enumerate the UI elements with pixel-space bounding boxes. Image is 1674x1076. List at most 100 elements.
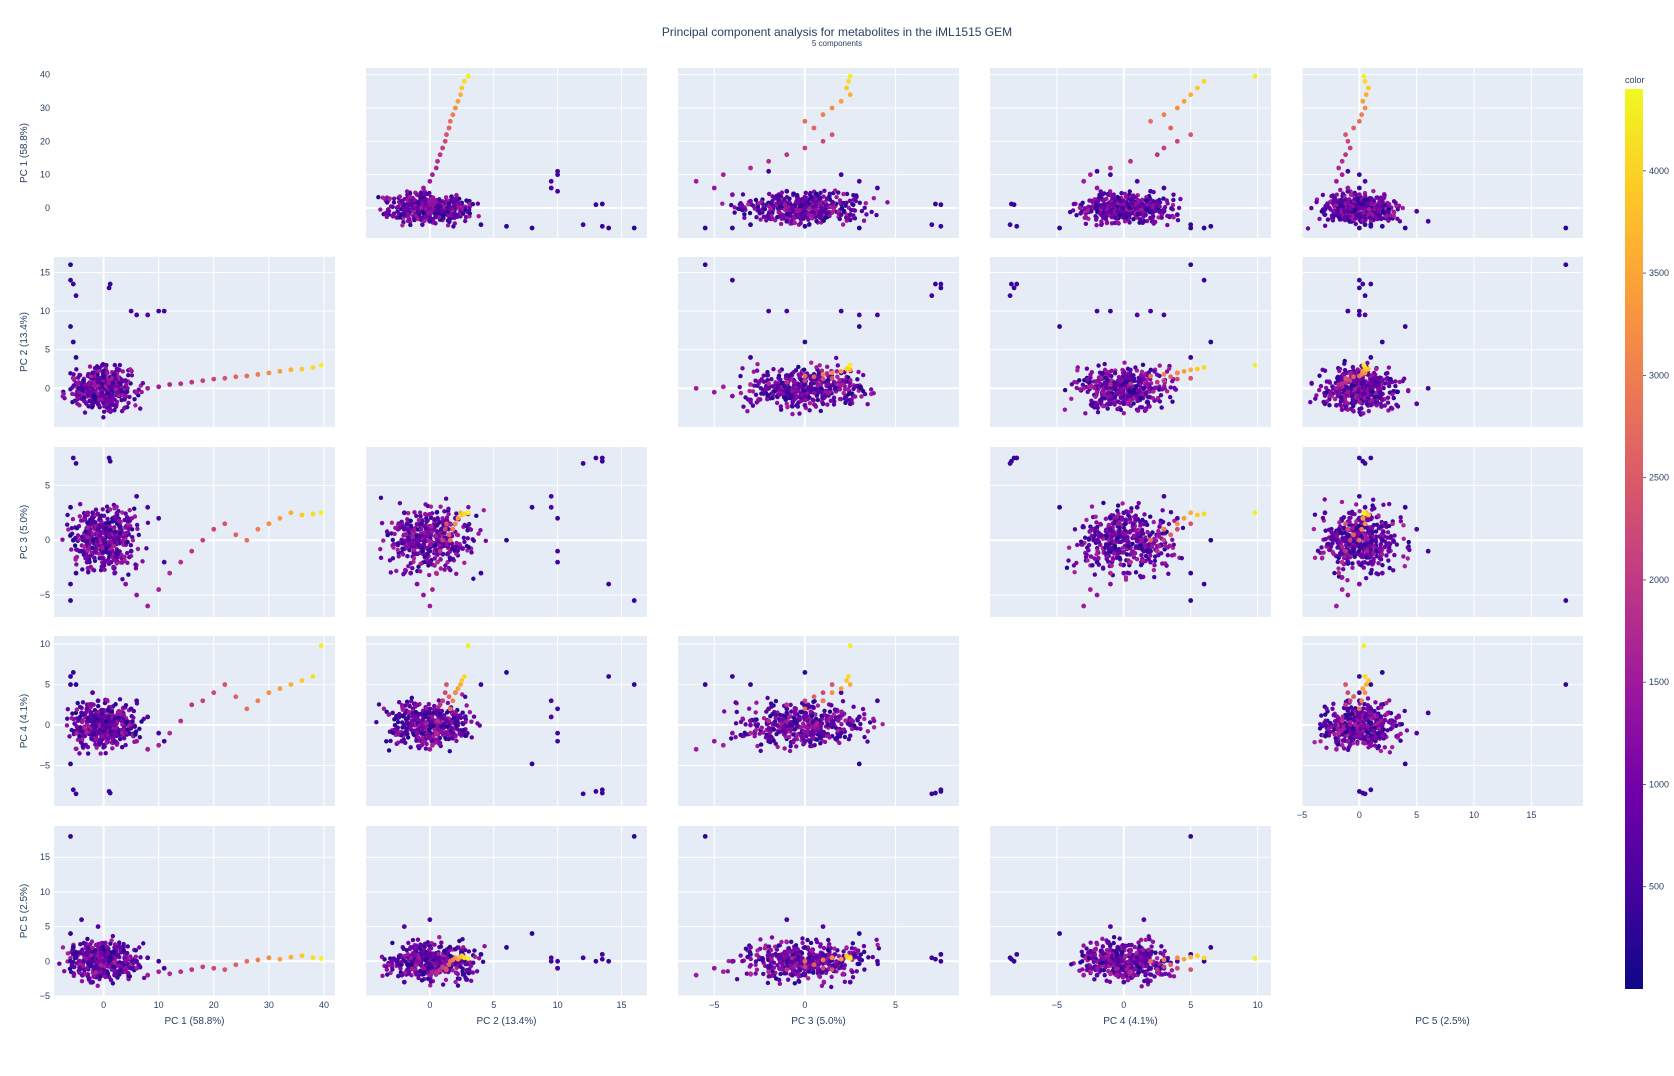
data-point (885, 200, 890, 205)
data-point (755, 361, 760, 367)
data-point (403, 538, 408, 543)
data-point (1153, 385, 1159, 390)
data-point (796, 364, 801, 370)
data-point (95, 526, 101, 532)
data-point (119, 552, 124, 558)
data-point (1160, 508, 1165, 513)
data-point (112, 525, 117, 530)
data-point (244, 373, 250, 379)
data-point (1119, 387, 1125, 392)
data-point (92, 555, 97, 560)
data-point (1345, 208, 1351, 214)
data-point (1089, 198, 1094, 204)
data-point (95, 401, 101, 407)
data-point (1174, 105, 1180, 111)
data-point (504, 223, 509, 229)
data-point (1090, 400, 1095, 406)
data-point (1348, 371, 1353, 376)
data-point (843, 400, 848, 406)
data-point (797, 374, 802, 380)
data-point (784, 218, 790, 224)
data-point (82, 544, 87, 550)
data-point (134, 493, 140, 499)
data-point (1087, 172, 1093, 178)
data-point (1348, 192, 1354, 198)
data-point (1152, 558, 1158, 564)
data-point (791, 385, 796, 390)
data-point (777, 392, 782, 397)
data-point (812, 403, 818, 408)
data-point (465, 510, 471, 516)
data-point (851, 192, 856, 198)
data-point (1154, 152, 1160, 158)
data-point (599, 201, 605, 207)
data-point (101, 393, 106, 399)
data-point (98, 568, 104, 573)
data-point (446, 125, 452, 131)
data-point (117, 362, 123, 368)
data-point (481, 508, 486, 513)
data-point (1352, 196, 1357, 201)
data-point (827, 191, 833, 196)
data-point (440, 213, 446, 218)
data-point (1381, 385, 1386, 391)
data-point (418, 205, 423, 211)
data-point (1337, 215, 1342, 220)
data-point (1111, 192, 1116, 197)
data-point (1338, 187, 1343, 193)
data-point (771, 367, 776, 372)
data-point (1171, 197, 1176, 203)
data-point (856, 369, 861, 375)
data-point (1368, 402, 1374, 408)
data-point (85, 520, 90, 525)
data-point (123, 525, 128, 530)
data-point (1084, 366, 1090, 371)
data-point (1168, 385, 1173, 390)
data-point (1359, 112, 1365, 118)
data-point (1083, 221, 1089, 227)
data-point (85, 525, 90, 530)
data-point (462, 560, 467, 565)
data-point (844, 379, 850, 384)
data-point (145, 312, 151, 318)
data-point (1347, 145, 1353, 151)
data-point (1161, 378, 1167, 384)
data-point (1148, 118, 1153, 124)
data-point (1163, 544, 1168, 549)
data-point (1137, 220, 1142, 225)
data-point (66, 527, 71, 532)
data-point (737, 384, 742, 390)
data-point (1397, 379, 1403, 385)
data-point (729, 225, 735, 231)
data-point (414, 521, 419, 527)
data-point (811, 398, 816, 403)
data-point (453, 105, 458, 111)
data-point (445, 209, 451, 215)
data-point (693, 385, 699, 391)
data-point (1188, 92, 1194, 98)
data-point (156, 587, 162, 592)
data-point (1118, 400, 1123, 405)
data-point (1379, 404, 1384, 409)
data-point (1138, 523, 1143, 528)
data-point (802, 118, 808, 124)
data-point (412, 547, 417, 553)
data-point (1168, 125, 1174, 131)
data-point (110, 518, 115, 524)
data-point (748, 222, 753, 228)
data-point (1346, 218, 1351, 223)
data-point (1343, 404, 1349, 409)
data-point (1159, 215, 1164, 220)
data-point (437, 520, 442, 525)
data-point (1165, 553, 1171, 558)
data-point (831, 402, 837, 407)
data-point (84, 511, 89, 516)
data-point (1371, 207, 1377, 212)
data-point (1368, 215, 1374, 221)
data-point (1062, 407, 1068, 412)
data-point (1336, 165, 1342, 171)
data-point (126, 522, 131, 527)
data-point (428, 542, 433, 548)
data-point (1369, 211, 1374, 216)
data-point (112, 534, 117, 539)
